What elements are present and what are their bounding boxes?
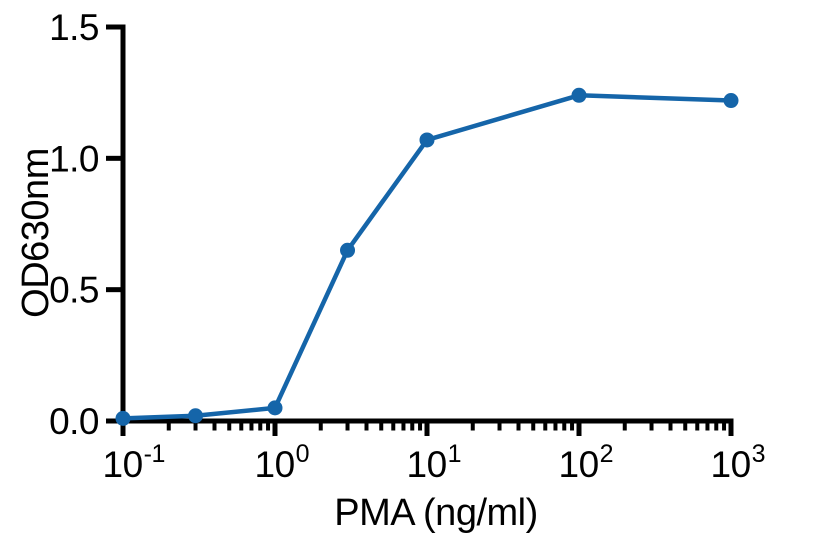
axes-layer (120, 24, 734, 424)
x-tick-label: 100 (255, 440, 310, 485)
x-tick-base: 10 (407, 444, 447, 485)
x-tick-exponent: 1 (448, 440, 461, 468)
ticks-layer: 0.00.51.01.510-1 100 101 102 103 (49, 7, 766, 485)
x-tick-exponent: 2 (600, 440, 613, 468)
x-axis-title: PMA (ng/ml) (334, 492, 538, 534)
x-tick-exponent: 3 (752, 440, 765, 468)
y-tick-label: 0.5 (49, 270, 99, 311)
x-tick-base: 10 (103, 444, 143, 485)
x-tick-exponent: 0 (296, 440, 309, 468)
data-point (340, 242, 356, 258)
data-point (419, 132, 435, 148)
data-series-layer (115, 87, 739, 426)
x-tick-base: 10 (559, 444, 599, 485)
data-point (188, 408, 204, 424)
data-point (571, 87, 587, 103)
y-tick-label: 1.5 (49, 7, 99, 48)
y-tick-label: 0.0 (49, 401, 99, 442)
x-tick-exponent: -1 (144, 440, 165, 468)
x-tick-base: 10 (255, 444, 295, 485)
x-tick-label: 101 (407, 440, 462, 485)
x-tick-label: 102 (559, 440, 614, 485)
x-tick-label: 103 (711, 440, 766, 485)
data-point (723, 93, 739, 109)
data-point (267, 400, 283, 416)
y-tick-label: 1.0 (49, 138, 99, 179)
x-tick-label: 10-1 (103, 440, 165, 485)
y-axis-title: OD630nm (15, 148, 57, 318)
data-point (115, 410, 131, 426)
x-tick-base: 10 (711, 444, 751, 485)
